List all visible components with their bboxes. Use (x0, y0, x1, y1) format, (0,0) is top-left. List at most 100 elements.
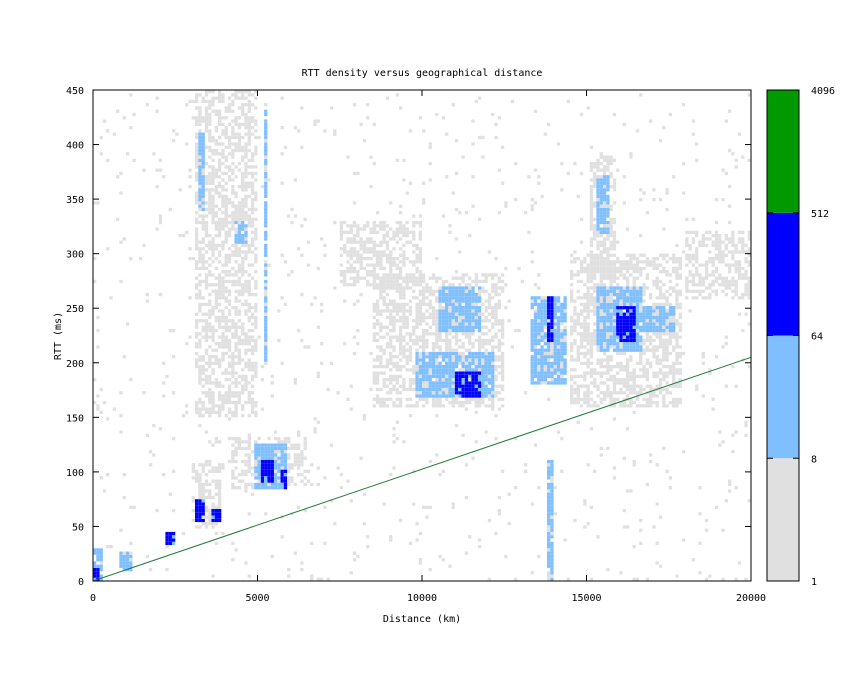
heatmap-cell (612, 328, 617, 333)
heatmap-cell (254, 152, 258, 156)
sparse-cell (198, 423, 202, 428)
heatmap-cell (589, 338, 594, 343)
heatmap-cell (616, 381, 620, 385)
heatmap-cell (247, 446, 251, 451)
heatmap-cell (99, 554, 103, 559)
heatmap-cell (234, 116, 238, 120)
heatmap-cell (602, 322, 607, 326)
heatmap-cell (494, 306, 498, 310)
heatmap-cell (445, 368, 449, 372)
heatmap-cell (445, 335, 449, 339)
heatmap-cell (224, 414, 228, 418)
heatmap-cell (678, 400, 682, 405)
heatmap-cell (227, 394, 232, 398)
heatmap-cell (227, 345, 232, 349)
heatmap-cell (474, 309, 478, 313)
heatmap-cell (201, 302, 205, 307)
heatmap-cell (573, 328, 577, 333)
heatmap-cell (214, 328, 219, 333)
heatmap-cell (609, 292, 613, 297)
heatmap-cell (194, 217, 199, 221)
heatmap-cell (550, 567, 554, 572)
heatmap-cell (359, 263, 363, 267)
heatmap-cell (241, 214, 245, 218)
heatmap-cell (194, 93, 199, 97)
heatmap-cell (194, 476, 199, 480)
heatmap-cell (688, 230, 692, 235)
heatmap-cell (629, 328, 633, 333)
heatmap-cell (747, 286, 751, 290)
heatmap-cell (625, 299, 630, 303)
heatmap-cell (675, 358, 679, 362)
heatmap-cell (264, 358, 268, 362)
heatmap-cell (454, 387, 459, 392)
heatmap-cell (296, 443, 301, 447)
heatmap-cell (231, 482, 235, 487)
heatmap-cell (372, 374, 376, 379)
heatmap-cell (227, 289, 232, 293)
heatmap-cell (652, 325, 656, 329)
heatmap-cell (560, 322, 564, 326)
heatmap-cell (418, 283, 422, 287)
heatmap-cell (260, 479, 265, 483)
heatmap-cell (218, 309, 222, 313)
sparse-cell (477, 217, 482, 221)
heatmap-cell (214, 355, 219, 359)
heatmap-cell (668, 384, 673, 388)
heatmap-cell (629, 306, 633, 310)
heatmap-cell (218, 342, 222, 346)
heatmap-cell (237, 250, 242, 254)
heatmap-cell (497, 358, 501, 362)
heatmap-cell (468, 299, 472, 303)
heatmap-cell (241, 250, 245, 254)
heatmap-cell (211, 512, 215, 516)
heatmap-cell (484, 276, 488, 280)
heatmap-cell (395, 286, 399, 290)
heatmap-cell (632, 378, 636, 382)
heatmap-cell (609, 368, 613, 372)
heatmap-cell (658, 315, 663, 320)
heatmap-cell (264, 476, 268, 480)
heatmap-cell (445, 312, 449, 316)
heatmap-cell (211, 407, 215, 411)
heatmap-cell (398, 289, 403, 293)
heatmap-cell (250, 175, 255, 179)
heatmap-cell (461, 374, 465, 379)
heatmap-cell (599, 374, 603, 379)
heatmap-cell (214, 204, 219, 208)
heatmap-cell (602, 289, 607, 293)
heatmap-cell (375, 374, 380, 379)
heatmap-cell (211, 515, 215, 519)
heatmap-cell (300, 450, 304, 454)
heatmap-cell (395, 404, 399, 408)
heatmap-cell (708, 286, 712, 290)
heatmap-cell (441, 319, 446, 323)
heatmap-cell (254, 171, 258, 176)
sparse-cell (701, 351, 705, 356)
heatmap-cell (619, 260, 623, 264)
heatmap-cell (270, 482, 274, 487)
heatmap-cell (194, 191, 199, 195)
heatmap-cell (218, 345, 222, 349)
heatmap-cell (477, 397, 482, 401)
heatmap-cell (277, 466, 281, 470)
heatmap-cell (599, 361, 603, 365)
heatmap-cell (596, 332, 600, 336)
heatmap-cell (622, 296, 626, 300)
heatmap-cell (221, 99, 225, 104)
heatmap-cell (471, 322, 475, 326)
heatmap-cell (425, 384, 429, 388)
heatmap-cell (579, 266, 584, 271)
heatmap-cell (481, 286, 485, 290)
heatmap-cell (264, 342, 268, 346)
heatmap-cell (734, 289, 738, 293)
heatmap-cell (221, 400, 225, 405)
heatmap-cell (237, 440, 242, 444)
heatmap-cell (593, 224, 597, 228)
heatmap-cell (550, 355, 554, 359)
heatmap-cell (395, 378, 399, 382)
heatmap-cell (616, 332, 620, 336)
heatmap-cell (576, 332, 580, 336)
heatmap-cell (244, 384, 248, 388)
heatmap-cell (231, 99, 235, 104)
